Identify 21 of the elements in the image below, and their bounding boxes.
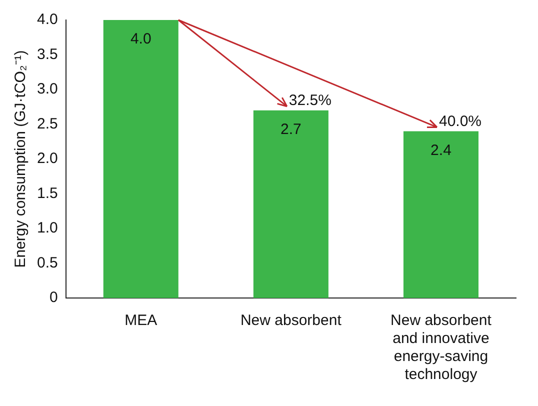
- annotation: 40.0%: [438, 112, 482, 130]
- y-tick-label: 1.5: [36, 184, 58, 202]
- bar: [403, 131, 478, 298]
- annotation: 32.5%: [288, 92, 332, 109]
- x-tick-label: New absorbent and innovative energy-saving technology: [390, 312, 492, 384]
- data-label: 4.0: [130, 30, 152, 48]
- y-tick-label: 4.0: [36, 11, 58, 28]
- y-tick-label: 1.0: [36, 220, 58, 237]
- y-tick-label: 0: [50, 289, 58, 306]
- x-tick-label: MEA: [124, 312, 158, 330]
- y-tick-label: 3.0: [36, 80, 58, 98]
- bar: [253, 110, 328, 298]
- y-axis-title: Energy consumption (GJ·tCO₂⁻¹): [12, 50, 30, 268]
- y-tick-label: 0.5: [36, 254, 58, 272]
- bar: [103, 20, 178, 298]
- data-label: 2.7: [280, 120, 302, 138]
- y-tick-label: 2.0: [36, 150, 58, 168]
- y-tick-label: 3.5: [36, 46, 58, 63]
- data-label: 2.4: [430, 142, 452, 159]
- x-tick-label: New absorbent: [240, 312, 342, 330]
- y-tick-label: 2.5: [36, 115, 58, 132]
